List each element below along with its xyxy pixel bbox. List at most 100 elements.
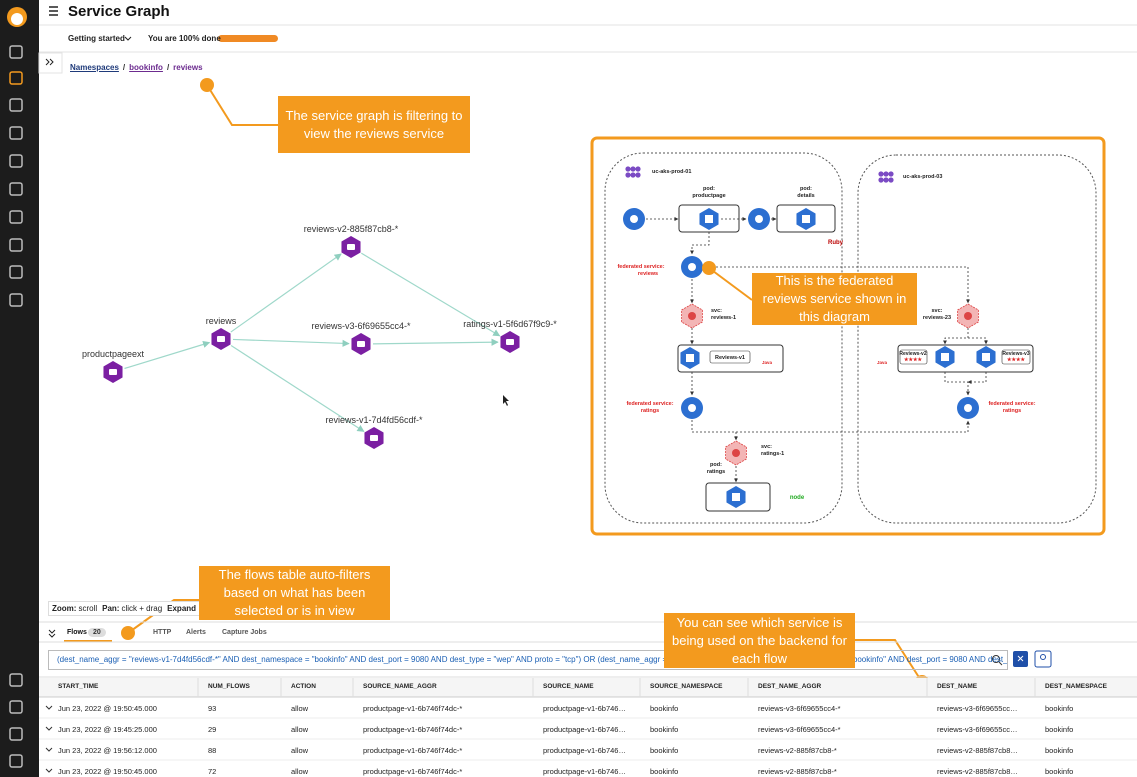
column-header[interactable]: SOURCE_NAMESPACE [650, 683, 723, 690]
sidebar [0, 0, 39, 777]
table-cell: 29 [208, 725, 217, 734]
table-cell: 72 [208, 767, 217, 776]
graph-edge [124, 340, 211, 370]
connector [691, 420, 970, 433]
graph-edge [232, 338, 350, 347]
callout-dot [702, 261, 716, 275]
page-title: Service Graph [68, 3, 170, 20]
diagram-label: ★★★★ [1007, 357, 1025, 363]
nav-icon [9, 293, 23, 307]
service-dot [688, 404, 696, 412]
progress-text: You are 100% done [148, 34, 221, 43]
toolbar-text: Zoom: [52, 604, 77, 613]
diagram-label: pod: [703, 186, 715, 192]
toolbar-text: click + drag [121, 604, 163, 613]
breadcrumb-item[interactable]: Namespaces [70, 63, 119, 72]
diagram-label: Reviews-v2 [899, 351, 926, 357]
cluster-icon [635, 166, 641, 172]
table-cell: reviews-v2-885f87cb8-* [758, 767, 837, 776]
nav-icon [9, 182, 23, 196]
cluster-icon [630, 172, 636, 178]
table-cell: productpage-v1-6b746f74dc-* [363, 725, 463, 734]
callout-leader [708, 267, 753, 301]
nav-icon [9, 700, 23, 714]
diagram-label: ratings [1003, 408, 1021, 414]
row-expand [45, 747, 53, 752]
chevron [124, 36, 132, 41]
pod-cube [941, 353, 949, 361]
progress-bar [218, 35, 278, 42]
svc-dot [688, 312, 696, 320]
column-header[interactable]: ACTION [291, 683, 316, 690]
node-icon [370, 435, 378, 441]
service-dot [964, 404, 972, 412]
table-cell: Jun 23, 2022 @ 19:50:45.000 [58, 704, 157, 713]
cluster [604, 152, 843, 524]
diagram-label: svc: [931, 308, 942, 314]
table-cell: allow [291, 704, 309, 713]
collapse-icon [48, 629, 56, 638]
diagram-label: svc: [711, 308, 722, 314]
label-box [709, 350, 751, 364]
cluster-icon [883, 177, 889, 183]
nav-icon [9, 673, 23, 687]
callout: The flows table auto-filters based on wh… [199, 566, 390, 620]
diagram-label: productpage [692, 193, 725, 199]
table-cell: bookinfo [650, 746, 679, 755]
graph-node-label: productpageext [82, 349, 145, 359]
filter-input[interactable]: (dest_name_aggr = "reviews-v1-7d4fd56cdf… [48, 650, 1008, 670]
tab[interactable]: Capture Jobs [222, 629, 267, 636]
column-header[interactable]: SOURCE_NAME_AGGR [363, 683, 437, 690]
svc-dot [964, 312, 972, 320]
column-header[interactable]: DEST_NAME [937, 683, 978, 690]
graph-node-label: ratings-v1-5f6d67f9c9-* [463, 319, 557, 329]
table-cell: Jun 23, 2022 @ 19:50:45.000 [58, 767, 157, 776]
label-box [899, 349, 928, 365]
callout: The service graph is filtering to view t… [278, 96, 470, 153]
graph-edge [360, 252, 501, 337]
diagram-label: node [790, 495, 805, 501]
separator: / [122, 63, 126, 72]
diagram-label: pod: [710, 462, 722, 468]
service-dot [630, 215, 638, 223]
getting-started[interactable]: Getting started [68, 34, 125, 43]
diagram-label: federated service: [626, 401, 673, 407]
connector [968, 337, 988, 345]
table-cell: bookinfo [650, 725, 679, 734]
breadcrumb-item[interactable]: bookinfo [129, 63, 163, 72]
search-icon [998, 661, 1003, 666]
node-icon [347, 244, 355, 250]
cluster-icon [878, 177, 884, 183]
table-cell: bookinfo [650, 704, 679, 713]
column-header[interactable]: DEST_NAMESPACE [1045, 683, 1108, 690]
callout: You can see which service is being used … [664, 613, 855, 668]
nav-icon [9, 727, 23, 741]
logo-face [11, 13, 23, 25]
pod-cube [982, 353, 990, 361]
column-header[interactable]: DEST_NAME_AGGR [758, 683, 822, 690]
toolbar-text: Expand [167, 604, 197, 613]
diagram-label: ★★★★ [904, 357, 922, 363]
pod-cube [705, 215, 713, 223]
cluster-icon [625, 166, 631, 172]
diagram-label: ratings [707, 469, 725, 475]
service-dot [688, 263, 696, 271]
tab[interactable]: Flows [67, 629, 87, 636]
node-icon [357, 341, 365, 347]
diagram-frame [590, 136, 1106, 536]
column-header[interactable]: START_TIME [58, 683, 99, 690]
svc-dot [732, 449, 740, 457]
diagram-label: reviews-23 [923, 315, 951, 321]
connector [690, 232, 710, 255]
diagram-label: ratings [641, 408, 659, 414]
diagram-label: Java [762, 360, 773, 365]
search-icon [992, 655, 1000, 663]
column-header[interactable]: SOURCE_NAME [543, 683, 594, 690]
toolbar-text: scroll [78, 604, 98, 613]
diagram-label: svc: [761, 444, 772, 450]
column-header[interactable]: NUM_FLOWS [208, 683, 250, 690]
tab[interactable]: Alerts [186, 629, 206, 636]
row-expand [45, 726, 53, 731]
tab[interactable]: HTTP [153, 629, 172, 636]
pod-box [897, 344, 1034, 373]
